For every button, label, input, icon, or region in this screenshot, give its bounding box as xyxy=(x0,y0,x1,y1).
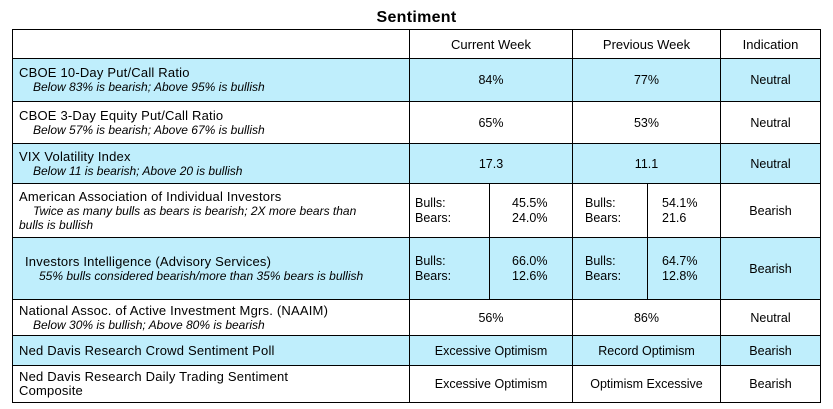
indicator-name-line2: Composite xyxy=(19,383,83,398)
indication-value: Neutral xyxy=(720,143,821,184)
header-indication: Indication xyxy=(720,29,821,59)
current-bulls-bears: Bulls: Bears: 45.5% 24.0% xyxy=(409,183,573,238)
bulls-label: Bulls: xyxy=(415,253,446,268)
indicator-description: Below 11 is bearish; Above 20 is bullish xyxy=(33,163,243,178)
bulls-value: 54.1% xyxy=(662,195,698,210)
indicator-name: CBOE 10-Day Put/Call Ratio xyxy=(19,65,190,80)
header-previous-week: Previous Week xyxy=(572,29,721,59)
indicator-cell: Investors Intelligence (Advisory Service… xyxy=(12,237,410,300)
indicator-name: VIX Volatility Index xyxy=(19,148,131,164)
bulls-label: Bulls: xyxy=(585,253,616,268)
bears-value: 24.0% xyxy=(512,210,548,225)
previous-value: 77% xyxy=(572,58,721,102)
bears-value: 12.8% xyxy=(662,268,698,283)
previous-value: Record Optimism xyxy=(572,335,721,366)
current-bulls-bears: Bulls: Bears: 66.0% 12.6% xyxy=(409,237,573,300)
indication-value: Bearish xyxy=(720,365,821,403)
indicator-name-line1: Ned Davis Research Daily Trading Sentime… xyxy=(19,369,289,384)
current-value: 17.3 xyxy=(409,143,573,184)
indicator-description: Below 30% is bullish; Above 80% is beari… xyxy=(33,317,265,332)
indicator-cell: National Assoc. of Active Investment Mgr… xyxy=(12,299,410,336)
indicator-name: American Association of Individual Inves… xyxy=(19,188,282,204)
indication-value: Bearish xyxy=(720,237,821,300)
header-blank xyxy=(12,29,410,59)
indicator-name: Ned Davis Research Crowd Sentiment Poll xyxy=(19,342,275,358)
indication-value: Neutral xyxy=(720,299,821,336)
current-value: 65% xyxy=(409,101,573,144)
bulls-value: 64.7% xyxy=(662,253,698,268)
indication-value: Neutral xyxy=(720,101,821,144)
table-row: American Association of Individual Inves… xyxy=(12,183,821,238)
bears-label: Bears: xyxy=(415,210,452,225)
header-current-week: Current Week xyxy=(409,29,573,59)
sentiment-table: Current Week Previous Week Indication CB… xyxy=(12,29,821,403)
previous-value: 53% xyxy=(572,101,721,144)
table-row: National Assoc. of Active Investment Mgr… xyxy=(12,299,821,336)
indicator-description: Below 83% is bearish; Above 95% is bulli… xyxy=(33,80,265,94)
current-value: Excessive Optimism xyxy=(409,335,573,366)
table-row: CBOE 10-Day Put/Call Ratio Below 83% is … xyxy=(12,58,821,102)
indication-value: Bearish xyxy=(720,335,821,366)
indicator-name: CBOE 3-Day Equity Put/Call Ratio xyxy=(19,107,224,123)
bulls-label: Bulls: xyxy=(585,195,616,210)
indicator-name: National Assoc. of Active Investment Mgr… xyxy=(19,302,329,318)
indication-value: Bearish xyxy=(720,183,821,238)
indicator-description-line1: Twice as many bulls as bears is bearish;… xyxy=(33,203,357,218)
previous-value: Optimism Excessive xyxy=(572,365,721,403)
table-row: CBOE 3-Day Equity Put/Call Ratio Below 5… xyxy=(12,101,821,144)
indicator-description-line2: bulls is bullish xyxy=(19,217,94,232)
table-row: VIX Volatility Index Below 11 is bearish… xyxy=(12,143,821,184)
previous-bulls-bears: Bulls: Bears: 64.7% 12.8% xyxy=(572,237,721,300)
bulls-value: 66.0% xyxy=(512,253,548,268)
indicator-name: Investors Intelligence (Advisory Service… xyxy=(25,253,272,269)
bulls-value: 45.5% xyxy=(512,195,548,210)
previous-value: 11.1 xyxy=(572,143,721,184)
previous-bulls-bears: Bulls: Bears: 54.1% 21.6 xyxy=(572,183,721,238)
indicator-description: 55% bulls considered bearish/more than 3… xyxy=(39,268,364,283)
current-value: 56% xyxy=(409,299,573,336)
indication-value: Neutral xyxy=(720,58,821,102)
current-value: 84% xyxy=(409,58,573,102)
header-row: Current Week Previous Week Indication xyxy=(12,29,821,59)
table-row: Ned Davis Research Daily Trading Sentime… xyxy=(12,365,821,403)
bears-label: Bears: xyxy=(585,268,622,283)
bears-label: Bears: xyxy=(415,268,452,283)
indicator-cell: CBOE 3-Day Equity Put/Call Ratio Below 5… xyxy=(12,101,410,144)
current-value: Excessive Optimism xyxy=(409,365,573,403)
bears-value: 21.6 xyxy=(662,210,687,225)
indicator-cell: VIX Volatility Index Below 11 is bearish… xyxy=(12,143,410,184)
indicator-cell: Ned Davis Research Daily Trading Sentime… xyxy=(12,365,410,403)
table-title: Sentiment xyxy=(376,9,457,26)
table-row: Investors Intelligence (Advisory Service… xyxy=(12,237,821,300)
bulls-label: Bulls: xyxy=(415,195,446,210)
indicator-cell: CBOE 10-Day Put/Call Ratio Below 83% is … xyxy=(12,58,410,102)
indicator-cell: Ned Davis Research Crowd Sentiment Poll xyxy=(12,335,410,366)
bears-value: 12.6% xyxy=(512,268,548,283)
previous-value: 86% xyxy=(572,299,721,336)
indicator-cell: American Association of Individual Inves… xyxy=(12,183,410,238)
indicator-description: Below 57% is bearish; Above 67% is bulli… xyxy=(33,122,265,137)
table-row: Ned Davis Research Crowd Sentiment Poll … xyxy=(12,335,821,366)
bears-label: Bears: xyxy=(585,210,622,225)
